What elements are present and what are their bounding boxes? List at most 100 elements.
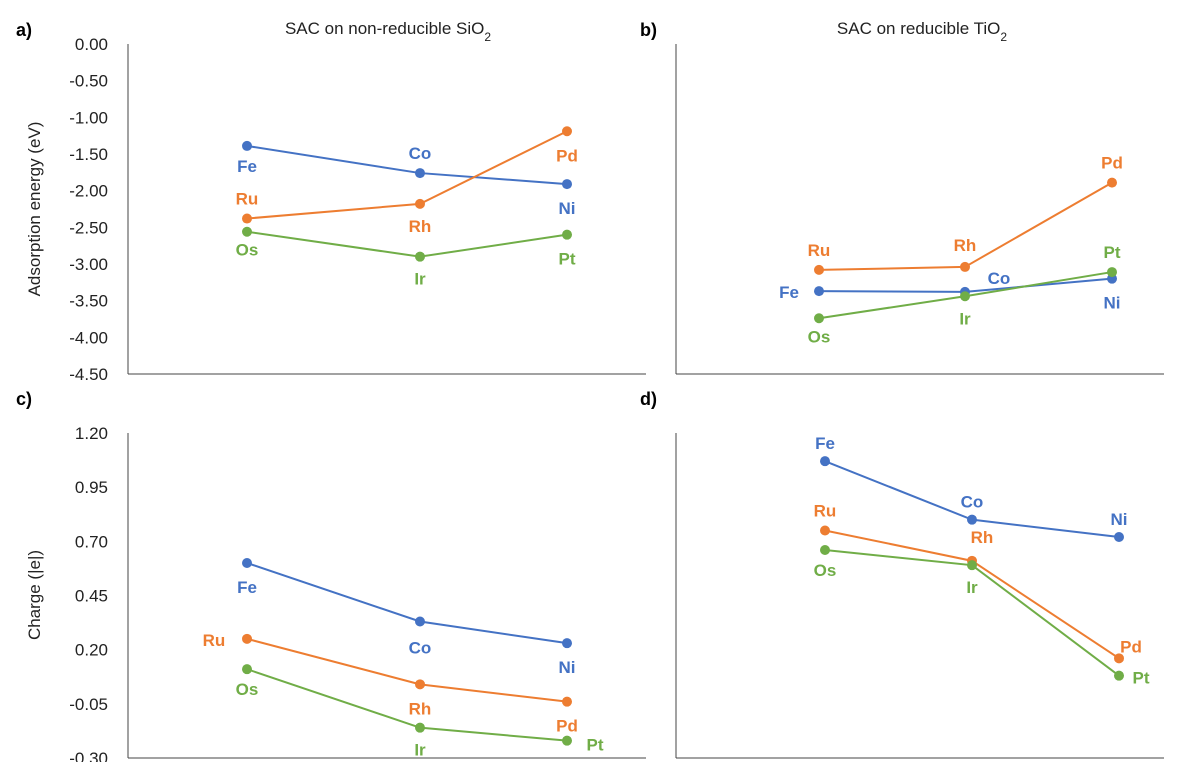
- data-label: Ru: [203, 631, 226, 650]
- data-label: Ni: [1111, 510, 1128, 529]
- data-label: Pd: [556, 146, 578, 165]
- data-point: [960, 261, 970, 272]
- y-tick-label: 0.95: [75, 478, 108, 497]
- data-label: Ir: [414, 741, 426, 760]
- y-tick-label: -3.00: [69, 255, 108, 274]
- y-tick-label: -2.50: [69, 218, 108, 237]
- data-label: Pd: [556, 717, 578, 736]
- data-label: Ni: [1104, 294, 1121, 313]
- data-point: [242, 664, 252, 675]
- chart-title: SAC on non-reducible SiO2: [285, 19, 491, 44]
- y-tick-label: -0.30: [69, 749, 108, 762]
- data-point: [967, 560, 977, 571]
- data-label: Fe: [237, 157, 257, 176]
- data-point: [1114, 653, 1124, 664]
- chart-title-subscript: 2: [1000, 30, 1007, 44]
- chart-panel-a: a) SAC on non-reducible SiO2 Adsorption en…: [16, 19, 646, 384]
- data-point: [415, 168, 425, 179]
- data-label: Fe: [779, 283, 799, 302]
- data-point: [1107, 267, 1117, 278]
- y-tick-label: 0.45: [75, 587, 108, 606]
- data-label: Os: [236, 680, 259, 699]
- chart-title-subscript: 2: [484, 30, 491, 44]
- data-label: Ir: [414, 270, 426, 289]
- chart-panel-b: b) SAC on reducible TiO2 Fe Co Ni Ru Rh Pd Os Ir P…: [640, 19, 1164, 375]
- data-label: Ir: [966, 578, 978, 597]
- data-point: [242, 558, 252, 568]
- data-label: Fe: [237, 578, 257, 597]
- panel-letter: c): [16, 389, 32, 409]
- panel-letter: a): [16, 20, 32, 40]
- y-tick-label: 1.20: [75, 424, 108, 443]
- data-point: [814, 264, 824, 275]
- data-label: Co: [409, 639, 432, 658]
- data-point: [415, 679, 425, 690]
- y-tick-label: -2.00: [69, 182, 108, 201]
- y-tick-label: -1.50: [69, 145, 108, 164]
- data-label: Ru: [236, 190, 259, 209]
- data-point: [562, 735, 572, 746]
- data-label: Ni: [559, 199, 576, 218]
- series-line-orange: [246, 130, 568, 220]
- y-tick-label: 0.00: [75, 35, 108, 54]
- data-point: [820, 456, 830, 467]
- series-line-green: [246, 230, 568, 258]
- series-line-blue: [246, 562, 568, 645]
- data-point: [562, 229, 572, 240]
- series-line-orange: [818, 181, 1113, 271]
- data-label: Ru: [814, 502, 837, 521]
- y-tick-label: -4.00: [69, 328, 108, 347]
- data-label: Os: [236, 241, 259, 260]
- data-label: Rh: [409, 699, 432, 718]
- data-point: [415, 198, 425, 209]
- data-point: [1114, 532, 1124, 542]
- data-label: Ru: [808, 241, 831, 260]
- data-label: Os: [814, 561, 837, 580]
- data-point: [814, 313, 824, 324]
- data-label: Ir: [959, 309, 971, 328]
- panel-letter: b): [640, 20, 657, 40]
- series-line-blue: [246, 144, 568, 186]
- y-axis-label: Adsorption energy (eV): [25, 122, 44, 297]
- data-point: [1114, 670, 1124, 681]
- data-point: [562, 126, 572, 137]
- data-point: [415, 251, 425, 262]
- data-label: Pt: [587, 736, 604, 755]
- y-tick-label: 0.20: [75, 641, 108, 660]
- data-point: [960, 291, 970, 302]
- data-label: Pt: [1104, 243, 1121, 262]
- data-label: Co: [409, 144, 432, 163]
- data-point: [562, 696, 572, 707]
- data-point: [242, 226, 252, 237]
- chart-panel-d: d) Fe Co Ni Ru Rh Pd Os Ir Pt: [640, 389, 1164, 759]
- data-point: [562, 179, 572, 190]
- data-point: [820, 545, 830, 555]
- data-point: [242, 213, 252, 224]
- y-tick-label: -0.05: [69, 695, 108, 714]
- data-point: [562, 638, 572, 649]
- y-tick-label: -4.50: [69, 365, 108, 384]
- data-label: Fe: [815, 434, 835, 453]
- y-axis-label: Charge (|e|): [25, 550, 44, 640]
- y-tick-label: -3.50: [69, 292, 108, 311]
- series-line-orange: [246, 637, 568, 703]
- panel-letter: d): [640, 389, 657, 409]
- chart-title: SAC on reducible TiO2: [837, 19, 1007, 44]
- data-label: Ni: [559, 658, 576, 677]
- data-point: [1107, 177, 1117, 188]
- data-label: Rh: [971, 528, 994, 547]
- chart-panel-c: c) Charge (|e|) 1.20 0.95 0.70 0.45 0.20 -0.05 -…: [16, 389, 646, 762]
- data-point: [242, 140, 252, 151]
- data-label: Rh: [954, 236, 977, 255]
- data-point: [967, 514, 977, 525]
- data-label: Pd: [1101, 154, 1123, 173]
- data-point: [415, 616, 425, 627]
- data-point: [814, 286, 824, 297]
- data-label: Co: [961, 493, 984, 512]
- data-point: [242, 633, 252, 644]
- data-point: [415, 722, 425, 733]
- y-tick-label: 0.70: [75, 532, 108, 551]
- data-label: Co: [988, 269, 1011, 288]
- data-label: Pd: [1120, 637, 1142, 656]
